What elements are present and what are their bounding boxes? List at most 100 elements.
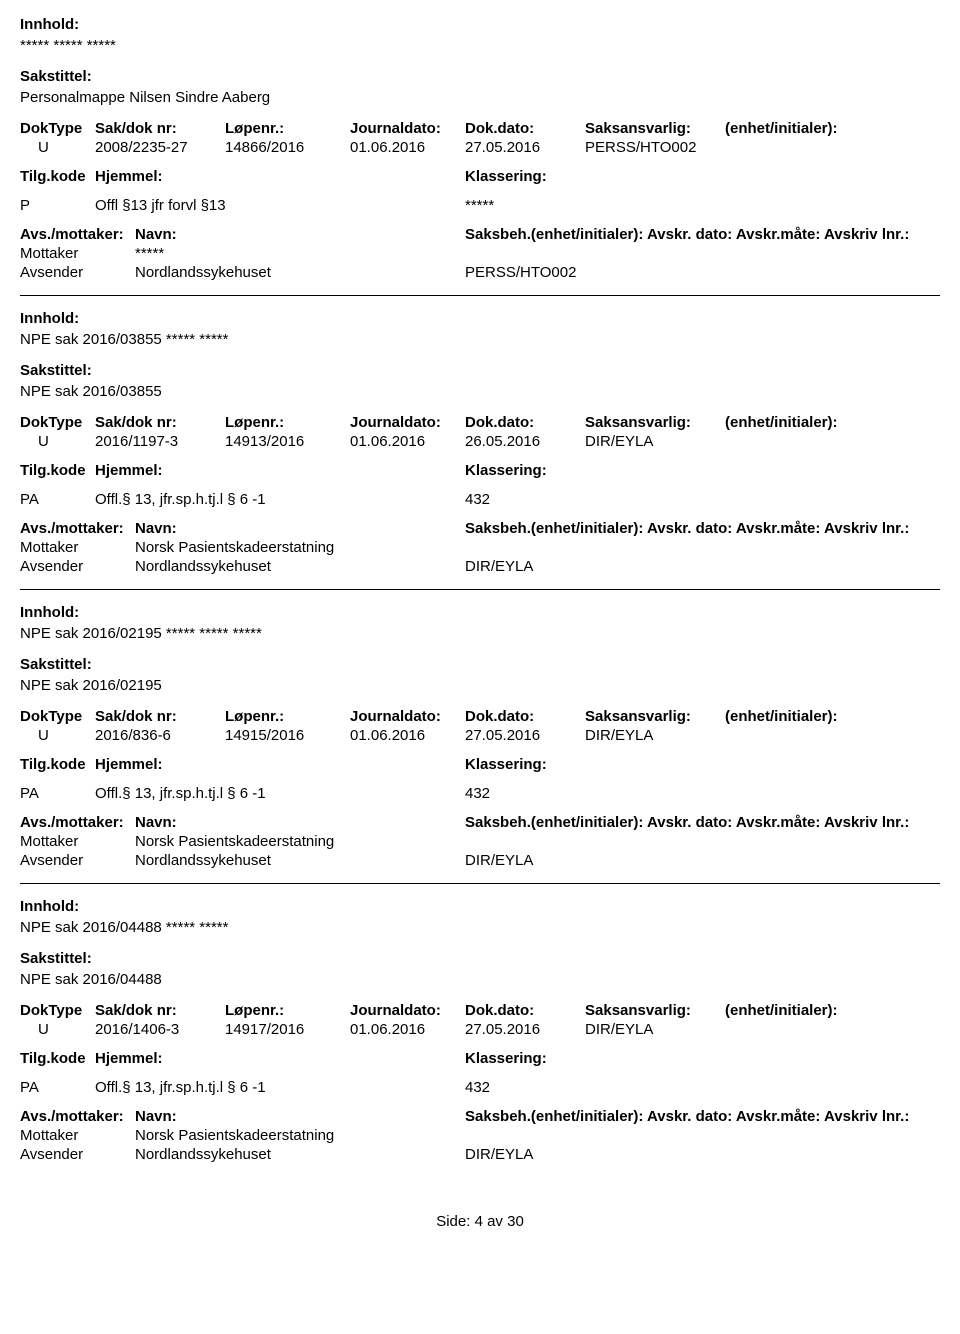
saksansvarlig-header: Saksansvarlig: bbox=[585, 708, 725, 725]
saksbeh-header: Saksbeh.(enhet/initialer): Avskr. dato: … bbox=[465, 814, 920, 831]
main-data-row: U 2008/2235-27 14866/2016 01.06.2016 27.… bbox=[20, 139, 940, 156]
main-header-row: DokType Sak/dok nr: Løpenr.: Journaldato… bbox=[20, 1002, 940, 1019]
doktype-value: U bbox=[20, 727, 95, 744]
journaldato-header: Journaldato: bbox=[350, 1002, 465, 1019]
hjemmel-value: Offl.§ 13, jfr.sp.h.tj.l § 6 -1 bbox=[95, 785, 465, 802]
enhet-value bbox=[725, 1021, 885, 1038]
avsender-name: Nordlandssykehuset bbox=[135, 852, 465, 869]
hjemmel-header-row: Tilg.kode Hjemmel: Klassering: bbox=[20, 756, 940, 773]
navn-header: Navn: bbox=[135, 814, 465, 831]
lopenr-header: Løpenr.: bbox=[225, 1002, 350, 1019]
dokdato-value: 26.05.2016 bbox=[465, 433, 585, 450]
main-header-row: DokType Sak/dok nr: Løpenr.: Journaldato… bbox=[20, 120, 940, 137]
avsender-label: Avsender bbox=[20, 558, 135, 575]
mottaker-code bbox=[465, 539, 665, 556]
mottaker-name: Norsk Pasientskadeerstatning bbox=[135, 833, 465, 850]
avsender-name: Nordlandssykehuset bbox=[135, 1146, 465, 1163]
enhet-value bbox=[725, 433, 885, 450]
sakdok-header: Sak/dok nr: bbox=[95, 1002, 225, 1019]
klassering-value: 432 bbox=[465, 491, 665, 508]
sakstittel-value: NPE sak 2016/02195 bbox=[20, 677, 940, 694]
tilgkode-header: Tilg.kode bbox=[20, 756, 95, 773]
hjemmel-header-row: Tilg.kode Hjemmel: Klassering: bbox=[20, 462, 940, 479]
sakdok-value: 2016/1406-3 bbox=[95, 1021, 225, 1038]
tilgkode-header: Tilg.kode bbox=[20, 1050, 95, 1067]
journaldato-value: 01.06.2016 bbox=[350, 727, 465, 744]
navn-header: Navn: bbox=[135, 520, 465, 537]
hjemmel-data-row: P Offl §13 jfr forvl §13 ***** bbox=[20, 197, 940, 214]
record-block: Innhold: NPE sak 2016/02195 ***** ***** … bbox=[20, 604, 940, 884]
sakstittel-value: Personalmappe Nilsen Sindre Aaberg bbox=[20, 89, 940, 106]
sakdok-header: Sak/dok nr: bbox=[95, 414, 225, 431]
saksbeh-header: Saksbeh.(enhet/initialer): Avskr. dato: … bbox=[465, 1108, 920, 1125]
dokdato-value: 27.05.2016 bbox=[465, 1021, 585, 1038]
avsender-code: DIR/EYLA bbox=[465, 558, 665, 575]
doktype-header: DokType bbox=[20, 708, 95, 725]
saksansvarlig-value: DIR/EYLA bbox=[585, 727, 725, 744]
hjemmel-header: Hjemmel: bbox=[95, 1050, 465, 1067]
lopenr-header: Løpenr.: bbox=[225, 120, 350, 137]
klassering-value: 432 bbox=[465, 785, 665, 802]
doktype-value: U bbox=[20, 433, 95, 450]
dokdato-value: 27.05.2016 bbox=[465, 727, 585, 744]
avs-header-row: Avs./mottaker: Navn: Saksbeh.(enhet/init… bbox=[20, 1108, 940, 1125]
sakdok-header: Sak/dok nr: bbox=[95, 708, 225, 725]
lopenr-value: 14913/2016 bbox=[225, 433, 350, 450]
sakdok-value: 2016/836-6 bbox=[95, 727, 225, 744]
avsender-name: Nordlandssykehuset bbox=[135, 264, 465, 281]
saksansvarlig-header: Saksansvarlig: bbox=[585, 414, 725, 431]
journaldato-value: 01.06.2016 bbox=[350, 433, 465, 450]
mottaker-code bbox=[465, 1127, 665, 1144]
hjemmel-header: Hjemmel: bbox=[95, 168, 465, 185]
mottaker-name: Norsk Pasientskadeerstatning bbox=[135, 539, 465, 556]
innhold-value: NPE sak 2016/02195 ***** ***** ***** bbox=[20, 625, 940, 642]
enhet-value bbox=[725, 727, 885, 744]
main-data-row: U 2016/1197-3 14913/2016 01.06.2016 26.0… bbox=[20, 433, 940, 450]
journaldato-header: Journaldato: bbox=[350, 414, 465, 431]
hjemmel-header-row: Tilg.kode Hjemmel: Klassering: bbox=[20, 1050, 940, 1067]
navn-header: Navn: bbox=[135, 1108, 465, 1125]
doktype-header: DokType bbox=[20, 414, 95, 431]
dokdato-value: 27.05.2016 bbox=[465, 139, 585, 156]
avsender-label: Avsender bbox=[20, 264, 135, 281]
mottaker-row: Mottaker Norsk Pasientskadeerstatning bbox=[20, 1127, 940, 1144]
sakdok-value: 2008/2235-27 bbox=[95, 139, 225, 156]
tilgkode-value: PA bbox=[20, 785, 95, 802]
sakstittel-value: NPE sak 2016/03855 bbox=[20, 383, 940, 400]
main-data-row: U 2016/836-6 14915/2016 01.06.2016 27.05… bbox=[20, 727, 940, 744]
tilgkode-value: PA bbox=[20, 1079, 95, 1096]
hjemmel-value: Offl.§ 13, jfr.sp.h.tj.l § 6 -1 bbox=[95, 1079, 465, 1096]
avsender-row: Avsender Nordlandssykehuset DIR/EYLA bbox=[20, 558, 940, 575]
enhet-header: (enhet/initialer): bbox=[725, 1002, 885, 1019]
dokdato-header: Dok.dato: bbox=[465, 708, 585, 725]
lopenr-value: 14917/2016 bbox=[225, 1021, 350, 1038]
tilgkode-header: Tilg.kode bbox=[20, 168, 95, 185]
main-header-row: DokType Sak/dok nr: Løpenr.: Journaldato… bbox=[20, 708, 940, 725]
innhold-label: Innhold: bbox=[20, 604, 940, 621]
mottaker-row: Mottaker ***** bbox=[20, 245, 940, 262]
innhold-value: NPE sak 2016/04488 ***** ***** bbox=[20, 919, 940, 936]
avsmottaker-header: Avs./mottaker: bbox=[20, 226, 135, 243]
mottaker-label: Mottaker bbox=[20, 833, 135, 850]
avs-header-row: Avs./mottaker: Navn: Saksbeh.(enhet/init… bbox=[20, 814, 940, 831]
mottaker-name: ***** bbox=[135, 245, 465, 262]
avsmottaker-header: Avs./mottaker: bbox=[20, 520, 135, 537]
avsender-name: Nordlandssykehuset bbox=[135, 558, 465, 575]
avsender-code: PERSS/HTO002 bbox=[465, 264, 665, 281]
sakstittel-label: Sakstittel: bbox=[20, 656, 940, 673]
main-data-row: U 2016/1406-3 14917/2016 01.06.2016 27.0… bbox=[20, 1021, 940, 1038]
doktype-header: DokType bbox=[20, 1002, 95, 1019]
record-divider bbox=[20, 883, 940, 884]
enhet-header: (enhet/initialer): bbox=[725, 120, 885, 137]
hjemmel-value: Offl §13 jfr forvl §13 bbox=[95, 197, 465, 214]
innhold-label: Innhold: bbox=[20, 898, 940, 915]
lopenr-value: 14866/2016 bbox=[225, 139, 350, 156]
hjemmel-header-row: Tilg.kode Hjemmel: Klassering: bbox=[20, 168, 940, 185]
klassering-value: ***** bbox=[465, 197, 665, 214]
avsender-code: DIR/EYLA bbox=[465, 1146, 665, 1163]
avsender-row: Avsender Nordlandssykehuset DIR/EYLA bbox=[20, 852, 940, 869]
mottaker-code bbox=[465, 833, 665, 850]
mottaker-row: Mottaker Norsk Pasientskadeerstatning bbox=[20, 539, 940, 556]
doktype-header: DokType bbox=[20, 120, 95, 137]
innhold-value: ***** ***** ***** bbox=[20, 37, 940, 54]
